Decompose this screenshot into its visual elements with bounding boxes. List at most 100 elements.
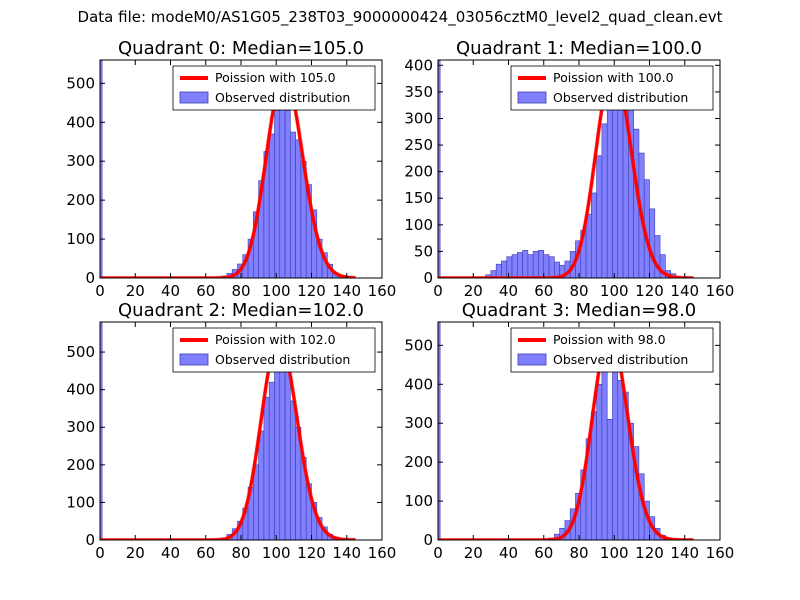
y-tick-label: 500 <box>404 336 433 354</box>
legend-label: Observed distribution <box>215 352 350 367</box>
x-tick-label: 20 <box>464 544 483 562</box>
histogram-bar <box>606 419 613 540</box>
histogram-bar <box>284 370 291 540</box>
x-tick-label: 20 <box>126 544 145 562</box>
chart-title: Quadrant 0: Median=105.0 <box>118 38 364 59</box>
x-tick-label: 160 <box>706 544 735 562</box>
x-tick-label: 0 <box>433 544 443 562</box>
histogram-bar <box>527 254 534 278</box>
legend-label: Poission with 105.0 <box>215 70 336 85</box>
histogram-bar <box>501 260 508 278</box>
histogram-bar <box>100 322 103 540</box>
legend: Poission with 98.0 Observed distribution <box>510 327 714 373</box>
y-tick-label: 300 <box>66 152 95 170</box>
x-tick-label: 120 <box>297 544 326 562</box>
x-tick-label: 160 <box>368 282 397 300</box>
histogram-bar <box>290 131 296 278</box>
histogram-bar <box>100 60 103 278</box>
legend-box <box>172 327 376 373</box>
x-tick-label: 140 <box>670 544 699 562</box>
y-tick-label: 0 <box>423 269 433 287</box>
x-tick-label: 140 <box>670 282 699 300</box>
chart-panel-0: 0 20 40 60 80 100 120 140 160 0 100 200 300 400 500 Qua… <box>66 38 396 300</box>
chart-panel-2: 0 20 40 60 80 100 120 140 160 0 100 200 300 400 500 Qua… <box>66 300 396 562</box>
y-tick-label: 100 <box>66 230 95 248</box>
poisson-curve <box>100 337 356 540</box>
x-tick-label: 40 <box>499 282 518 300</box>
plot-area <box>100 60 356 278</box>
x-tick-label: 60 <box>196 544 215 562</box>
x-tick-label: 20 <box>126 282 145 300</box>
histogram-bar <box>617 380 624 540</box>
y-tick-label: 400 <box>66 381 95 399</box>
histogram-bar <box>268 133 275 278</box>
legend-label: Observed distribution <box>215 90 350 105</box>
histogram-bar <box>295 139 302 278</box>
x-tick-label: 20 <box>464 282 483 300</box>
histogram-bar <box>532 251 539 278</box>
y-tick-label: 0 <box>85 269 95 287</box>
histogram-bar <box>517 252 523 278</box>
histogram-bar <box>601 368 608 540</box>
plot-area <box>438 322 694 540</box>
y-tick-label: 200 <box>66 456 95 474</box>
x-tick-label: 140 <box>332 282 361 300</box>
histogram-bar <box>279 94 286 278</box>
y-tick-label: 0 <box>85 531 95 549</box>
x-tick-label: 100 <box>600 544 629 562</box>
x-tick-label: 100 <box>600 282 629 300</box>
histogram-bar <box>284 110 291 278</box>
y-tick-label: 400 <box>66 113 95 131</box>
x-tick-label: 140 <box>332 544 361 562</box>
x-tick-label: 60 <box>196 282 215 300</box>
poisson-curve <box>438 66 694 278</box>
y-tick-label: 250 <box>404 136 433 154</box>
y-tick-label: 300 <box>66 418 95 436</box>
y-tick-label: 200 <box>404 453 433 471</box>
chart-panel-1: 0 20 40 60 80 100 120 140 160 0 50 100 150 200 250 300 3… <box>404 38 734 300</box>
y-tick-label: 350 <box>404 83 433 101</box>
y-tick-label: 500 <box>66 74 95 92</box>
histogram-bar <box>612 356 619 540</box>
histogram-bar <box>522 250 529 278</box>
x-tick-label: 40 <box>499 544 518 562</box>
histogram-bar <box>268 381 275 540</box>
legend-label: Observed distribution <box>553 90 688 105</box>
x-tick-label: 0 <box>433 282 443 300</box>
legend: Poission with 102.0 Observed distribution <box>172 327 376 373</box>
suptitle: Data file: modeM0/AS1G05_238T03_90000004… <box>77 8 723 26</box>
legend: Poission with 105.0 Observed distribution <box>172 65 376 111</box>
chart-title: Quadrant 2: Median=102.0 <box>118 300 364 321</box>
legend-bar-swatch <box>517 353 547 366</box>
chart-title: Quadrant 1: Median=100.0 <box>456 38 702 59</box>
legend-label: Poission with 98.0 <box>553 332 666 347</box>
legend-bar-swatch <box>179 91 209 104</box>
histogram-bar <box>601 123 608 278</box>
histogram-bar <box>495 263 502 278</box>
y-tick-label: 100 <box>404 492 433 510</box>
x-tick-label: 0 <box>95 544 105 562</box>
x-tick-label: 80 <box>231 282 250 300</box>
chart-panel-3: 0 20 40 60 80 100 120 140 160 0 100 200 300 400 500 Qua… <box>404 300 734 562</box>
x-tick-label: 80 <box>231 544 250 562</box>
histogram-bar <box>548 256 555 278</box>
histogram-bar <box>438 60 441 278</box>
y-tick-label: 0 <box>423 531 433 549</box>
histogram-bar <box>596 155 603 278</box>
histogram-bar <box>543 254 550 278</box>
histogram-bar <box>591 192 597 278</box>
y-tick-label: 400 <box>404 375 433 393</box>
y-tick-label: 100 <box>66 493 95 511</box>
legend-label: Observed distribution <box>553 352 688 367</box>
y-tick-label: 100 <box>404 216 433 234</box>
histogram-bar <box>279 363 286 540</box>
histogram-bar <box>612 80 619 278</box>
histogram-bar <box>649 208 656 278</box>
x-tick-label: 40 <box>161 544 180 562</box>
y-tick-label: 150 <box>404 189 433 207</box>
poisson-curve <box>100 73 356 278</box>
histogram-bar <box>506 256 513 278</box>
histogram-bar <box>438 322 441 540</box>
x-tick-label: 80 <box>569 544 588 562</box>
